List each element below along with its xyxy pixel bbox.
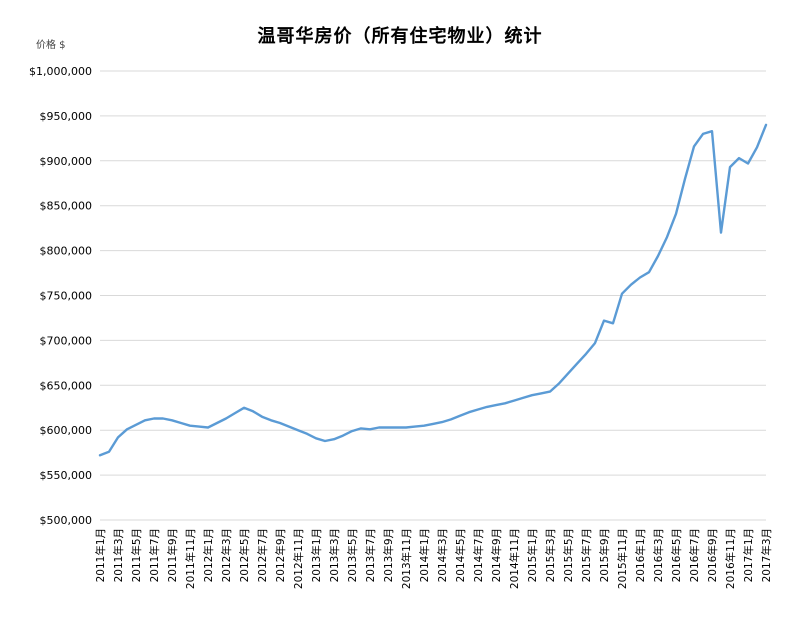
x-tick-label: 2013年11月 — [400, 528, 413, 589]
chart-title: 温哥华房价（所有住宅物业）统计 — [257, 26, 543, 47]
x-tick-label: 2012年11月 — [292, 528, 305, 589]
y-tick-label: $1,000,000 — [29, 65, 92, 78]
y-tick-label: $750,000 — [40, 290, 93, 303]
x-tick-label: 2011年5月 — [130, 528, 143, 582]
x-tick-label: 2011年3月 — [112, 528, 125, 582]
x-tick-label: 2015年5月 — [562, 528, 575, 582]
x-tick-label: 2016年7月 — [688, 528, 701, 582]
x-tick-label: 2017年3月 — [760, 528, 773, 582]
x-tick-label: 2013年9月 — [382, 528, 395, 582]
x-tick-label: 2015年9月 — [598, 528, 611, 582]
x-tick-label: 2016年9月 — [706, 528, 719, 582]
x-tick-label: 2015年7月 — [580, 528, 593, 582]
y-tick-label: $850,000 — [40, 200, 93, 213]
y-tick-label: $500,000 — [40, 514, 93, 527]
y-tick-label: $550,000 — [40, 469, 93, 482]
y-tick-label: $600,000 — [40, 424, 93, 437]
x-tick-label: 2014年7月 — [472, 528, 485, 582]
x-tick-label: 2014年5月 — [454, 528, 467, 582]
y-tick-label: $800,000 — [40, 245, 93, 258]
x-tick-label: 2014年1月 — [418, 528, 431, 582]
x-tick-label: 2013年5月 — [346, 528, 359, 582]
x-tick-label: 2013年7月 — [364, 528, 377, 582]
y-tick-label: $700,000 — [40, 334, 93, 347]
x-tick-label: 2013年3月 — [328, 528, 341, 582]
x-tick-label: 2011年9月 — [166, 528, 179, 582]
x-tick-label: 2011年1月 — [94, 528, 107, 582]
x-tick-label: 2014年9月 — [490, 528, 503, 582]
x-tick-label: 2012年7月 — [256, 528, 269, 582]
x-tick-label: 2016年11月 — [724, 528, 737, 589]
y-tick-label: $650,000 — [40, 379, 93, 392]
x-tick-label: 2011年11月 — [184, 528, 197, 589]
x-tick-label: 2015年3月 — [544, 528, 557, 582]
x-tick-label: 2012年3月 — [220, 528, 233, 582]
x-tick-label: 2012年9月 — [274, 528, 287, 582]
y-tick-label: $900,000 — [40, 155, 93, 168]
x-tick-label: 2011年7月 — [148, 528, 161, 582]
x-tick-label: 2012年1月 — [202, 528, 215, 582]
y-tick-label: $950,000 — [40, 110, 93, 123]
x-tick-label: 2012年5月 — [238, 528, 251, 582]
x-tick-label: 2013年1月 — [310, 528, 323, 582]
x-tick-label: 2017年1月 — [742, 528, 755, 582]
x-tick-label: 2016年1月 — [634, 528, 647, 582]
x-tick-label: 2014年3月 — [436, 528, 449, 582]
x-tick-label: 2016年5月 — [670, 528, 683, 582]
x-tick-label: 2015年1月 — [526, 528, 539, 582]
x-tick-label: 2015年11月 — [616, 528, 629, 589]
y-axis-unit-label: 价格 $ — [36, 40, 66, 51]
x-tick-label: 2014年11月 — [508, 528, 521, 589]
x-tick-label: 2016年3月 — [652, 528, 665, 582]
price-line — [98, 123, 768, 457]
